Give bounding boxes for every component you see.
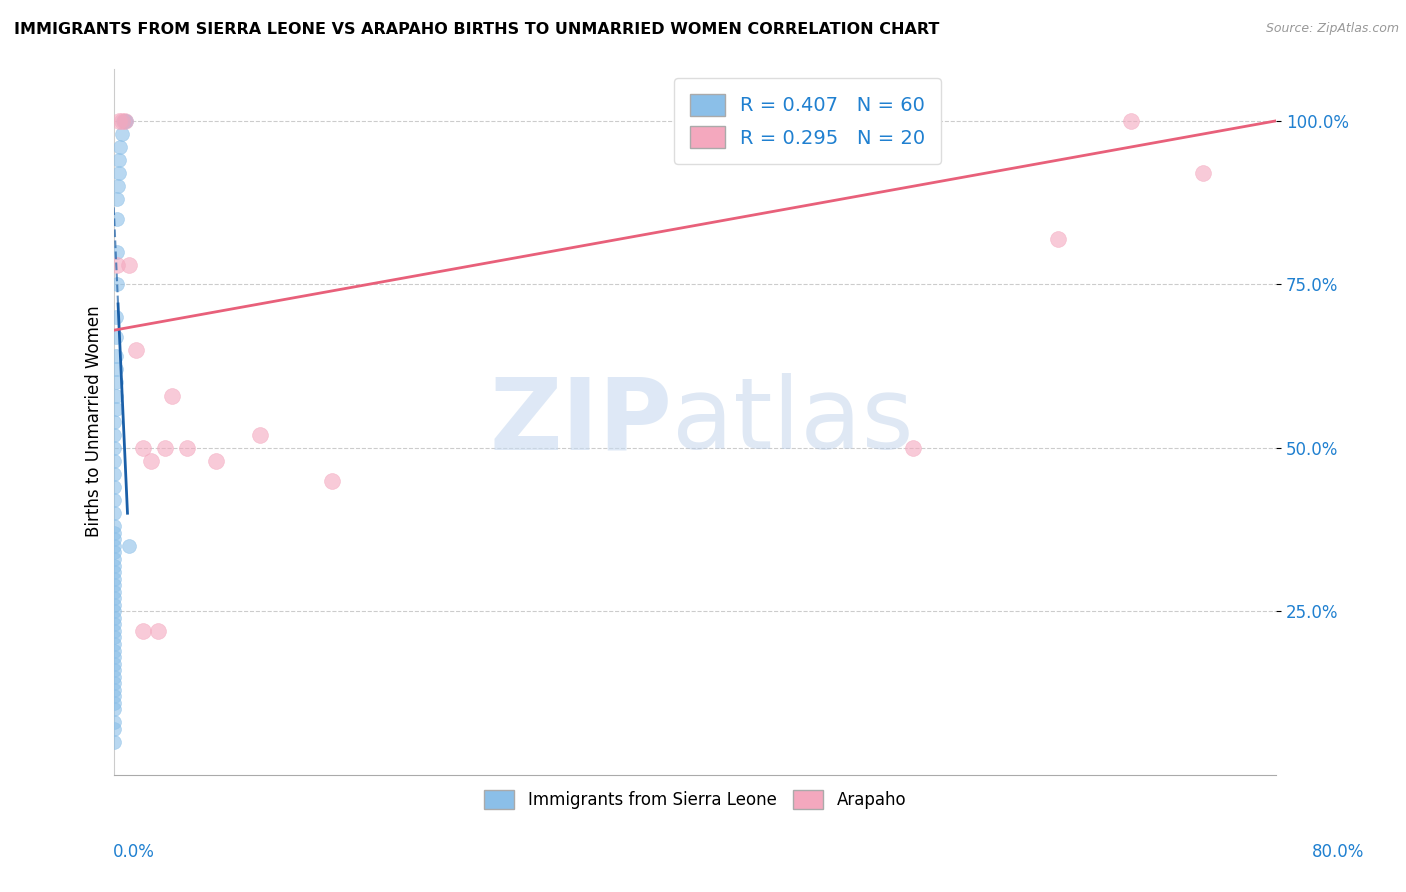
Point	[103, 572, 125, 586]
Point	[176, 441, 198, 455]
Point	[103, 696, 125, 710]
Point	[103, 735, 125, 749]
Point	[103, 643, 125, 657]
Point	[103, 663, 125, 677]
Point	[103, 454, 125, 468]
Point	[104, 362, 127, 376]
Point	[103, 506, 125, 520]
Point	[103, 533, 125, 547]
Point	[104, 349, 127, 363]
Point	[1047, 231, 1070, 245]
Text: atlas: atlas	[672, 373, 914, 470]
Point	[162, 388, 184, 402]
Point	[103, 427, 125, 442]
Point	[103, 480, 125, 494]
Point	[103, 637, 125, 651]
Point	[205, 454, 228, 468]
Point	[104, 329, 127, 343]
Point	[125, 343, 148, 357]
Point	[103, 690, 125, 704]
Point	[103, 493, 125, 508]
Point	[901, 441, 924, 455]
Point	[155, 441, 177, 455]
Point	[111, 127, 134, 141]
Text: IMMIGRANTS FROM SIERRA LEONE VS ARAPAHO BIRTHS TO UNMARRIED WOMEN CORRELATION CH: IMMIGRANTS FROM SIERRA LEONE VS ARAPAHO …	[14, 22, 939, 37]
Point	[1192, 166, 1215, 180]
Point	[103, 702, 125, 716]
Point	[118, 539, 141, 553]
Point	[114, 113, 136, 128]
Point	[105, 192, 128, 206]
Point	[103, 441, 125, 455]
Point	[103, 598, 125, 612]
Point	[111, 113, 134, 128]
Point	[104, 401, 127, 416]
Point	[132, 441, 155, 455]
Point	[114, 113, 136, 128]
Point	[103, 558, 125, 573]
Point	[103, 591, 125, 606]
Text: 0.0%: 0.0%	[112, 843, 155, 861]
Point	[103, 467, 125, 481]
Point	[103, 657, 125, 671]
Point	[115, 113, 138, 128]
Point	[118, 258, 141, 272]
Point	[103, 670, 125, 684]
Point	[104, 376, 127, 390]
Point	[103, 676, 125, 690]
Text: ZIP: ZIP	[489, 373, 672, 470]
Point	[103, 519, 125, 533]
Point	[103, 611, 125, 625]
Point	[105, 244, 128, 259]
Point	[1119, 113, 1142, 128]
Point	[249, 427, 271, 442]
Point	[103, 682, 125, 697]
Point	[103, 722, 125, 736]
Point	[103, 617, 125, 632]
Point	[132, 624, 155, 638]
Point	[103, 552, 125, 566]
Y-axis label: Births to Unmarried Women: Births to Unmarried Women	[86, 306, 103, 538]
Legend: Immigrants from Sierra Leone, Arapaho: Immigrants from Sierra Leone, Arapaho	[478, 783, 912, 816]
Point	[105, 258, 128, 272]
Point	[112, 113, 135, 128]
Point	[110, 140, 132, 154]
Point	[104, 388, 127, 402]
Point	[103, 624, 125, 638]
Point	[103, 584, 125, 599]
Point	[104, 310, 127, 324]
Text: Source: ZipAtlas.com: Source: ZipAtlas.com	[1265, 22, 1399, 36]
Point	[105, 211, 128, 226]
Point	[108, 153, 131, 167]
Text: 80.0%: 80.0%	[1312, 843, 1364, 861]
Point	[103, 715, 125, 730]
Point	[103, 525, 125, 540]
Point	[321, 474, 343, 488]
Point	[103, 565, 125, 579]
Point	[103, 545, 125, 559]
Point	[107, 113, 129, 128]
Point	[103, 604, 125, 618]
Point	[103, 539, 125, 553]
Point	[146, 624, 169, 638]
Point	[107, 179, 129, 194]
Point	[107, 166, 129, 180]
Point	[103, 631, 125, 645]
Point	[103, 578, 125, 592]
Point	[139, 454, 162, 468]
Point	[103, 415, 125, 429]
Point	[103, 650, 125, 665]
Point	[105, 277, 128, 292]
